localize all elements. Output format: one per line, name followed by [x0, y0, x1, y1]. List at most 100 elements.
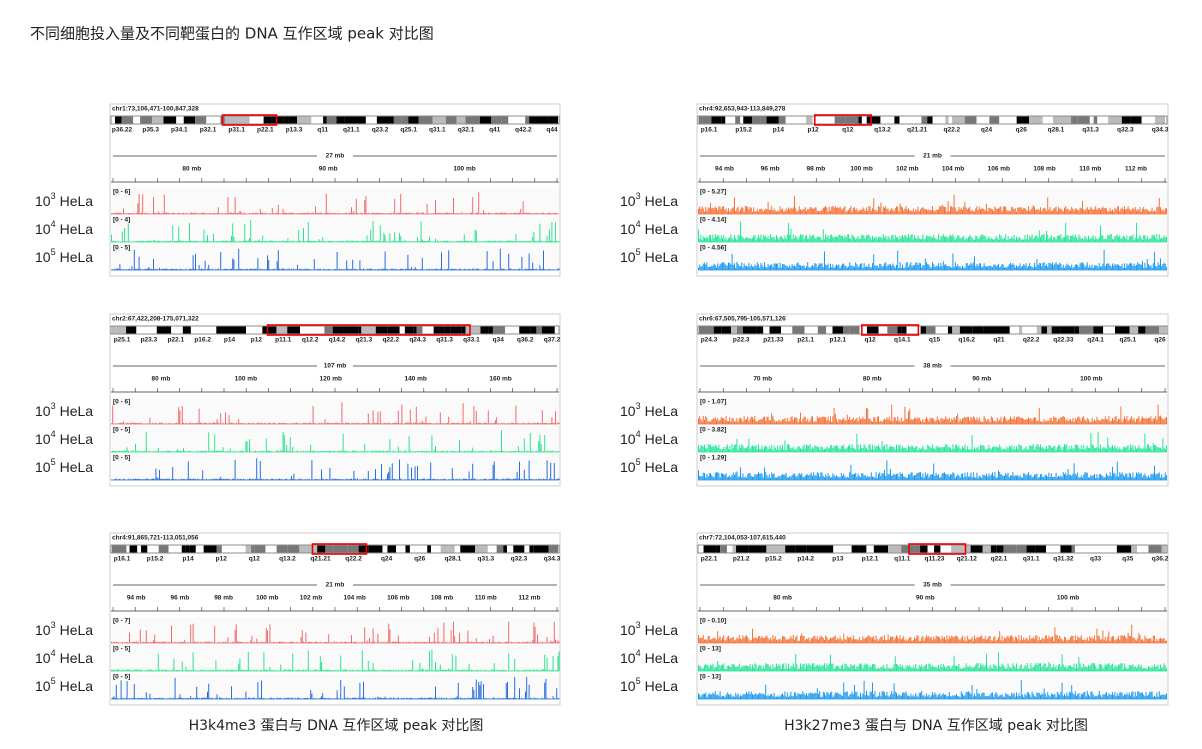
- band: [888, 545, 893, 553]
- ruler-label: 106 mb: [387, 595, 409, 602]
- band: [548, 116, 558, 124]
- band: [716, 545, 721, 553]
- label-base: 10: [620, 221, 636, 237]
- band: [297, 116, 312, 124]
- band: [1137, 545, 1149, 553]
- track-label: 105 HeLa: [35, 247, 93, 264]
- band-label: q21.12: [957, 556, 978, 563]
- label-exp: 4: [51, 219, 56, 229]
- band: [914, 545, 921, 553]
- band: [505, 326, 520, 334]
- band: [1019, 326, 1023, 334]
- band-label: p21.1: [797, 337, 814, 344]
- band: [887, 326, 898, 334]
- band-label: q21.3: [356, 337, 373, 344]
- band: [249, 116, 264, 124]
- band: [964, 545, 971, 553]
- band: [1138, 326, 1146, 334]
- band: [713, 326, 722, 334]
- label-exp: 4: [636, 429, 641, 439]
- band: [433, 326, 445, 334]
- band: [216, 326, 230, 334]
- band-label: q22.2: [345, 556, 362, 563]
- track-label: 104 HeLa: [620, 648, 678, 665]
- track-bg: [111, 673, 559, 700]
- band-label: q36.2: [517, 337, 534, 344]
- band: [461, 326, 466, 334]
- band: [699, 116, 703, 124]
- band-label: q14.1: [894, 337, 911, 344]
- band: [972, 326, 984, 334]
- ruler-label: 100 mb: [256, 595, 278, 602]
- band-label: q26: [1016, 127, 1028, 134]
- label-base: 10: [620, 650, 636, 666]
- band: [431, 545, 441, 553]
- band-label: q24: [981, 127, 993, 134]
- band: [726, 545, 733, 553]
- ruler-label: 80 mb: [152, 376, 171, 383]
- band: [736, 545, 749, 553]
- label-base: 10: [35, 193, 51, 209]
- band: [699, 326, 714, 334]
- band: [800, 116, 807, 124]
- band: [413, 326, 417, 334]
- band-label: q15: [929, 337, 941, 344]
- scale-label: 38 mb: [923, 363, 942, 370]
- band: [1130, 116, 1142, 124]
- band: [229, 326, 238, 334]
- band: [152, 116, 164, 124]
- band: [541, 326, 555, 334]
- band: [1079, 326, 1094, 334]
- label-base: 10: [620, 403, 636, 419]
- track-range: [0 - 6]: [113, 399, 130, 406]
- region-highlight: [861, 324, 920, 336]
- band-label: p31.1: [228, 127, 245, 134]
- label-cell: HeLa: [60, 678, 94, 694]
- band: [804, 326, 818, 334]
- band: [880, 116, 895, 124]
- band: [323, 116, 327, 124]
- scale-bg: [914, 360, 951, 372]
- band: [299, 545, 307, 553]
- band: [112, 116, 116, 124]
- band: [752, 116, 761, 124]
- band: [1124, 545, 1132, 553]
- band: [492, 326, 506, 334]
- band: [743, 116, 753, 124]
- scale-bg: [317, 150, 353, 162]
- band: [554, 326, 558, 334]
- band-label: q44: [546, 127, 558, 134]
- track-label: 104 HeLa: [620, 219, 678, 236]
- label-exp: 5: [636, 457, 641, 467]
- band: [368, 545, 383, 553]
- band: [251, 545, 255, 553]
- track-bg: [111, 244, 559, 271]
- band: [1161, 545, 1166, 553]
- label-base: 10: [35, 678, 51, 694]
- band: [996, 545, 1004, 553]
- band-label: q21.21: [907, 127, 928, 134]
- locus: chr4:92,653,943-113,849,278: [699, 106, 786, 113]
- label-base: 10: [620, 459, 636, 475]
- band: [317, 545, 326, 553]
- band: [224, 116, 239, 124]
- band: [254, 545, 259, 553]
- label-exp: 3: [51, 191, 56, 201]
- band: [393, 116, 402, 124]
- band: [401, 116, 409, 124]
- band: [1129, 326, 1139, 334]
- band: [1003, 545, 1017, 553]
- track-range: [0 - 4.56]: [700, 245, 726, 252]
- scale-bg: [317, 360, 353, 372]
- track-label: 103 HeLa: [620, 191, 678, 208]
- track-range: [0 - 5]: [113, 646, 130, 653]
- label-cell: HeLa: [645, 249, 679, 265]
- band: [216, 545, 222, 553]
- band: [304, 326, 320, 334]
- scale-label: 27 mb: [326, 153, 345, 160]
- band: [826, 326, 833, 334]
- band: [849, 326, 860, 334]
- band: [1131, 545, 1138, 553]
- track-label: 105 HeLa: [620, 247, 678, 264]
- region-highlight: [813, 114, 873, 126]
